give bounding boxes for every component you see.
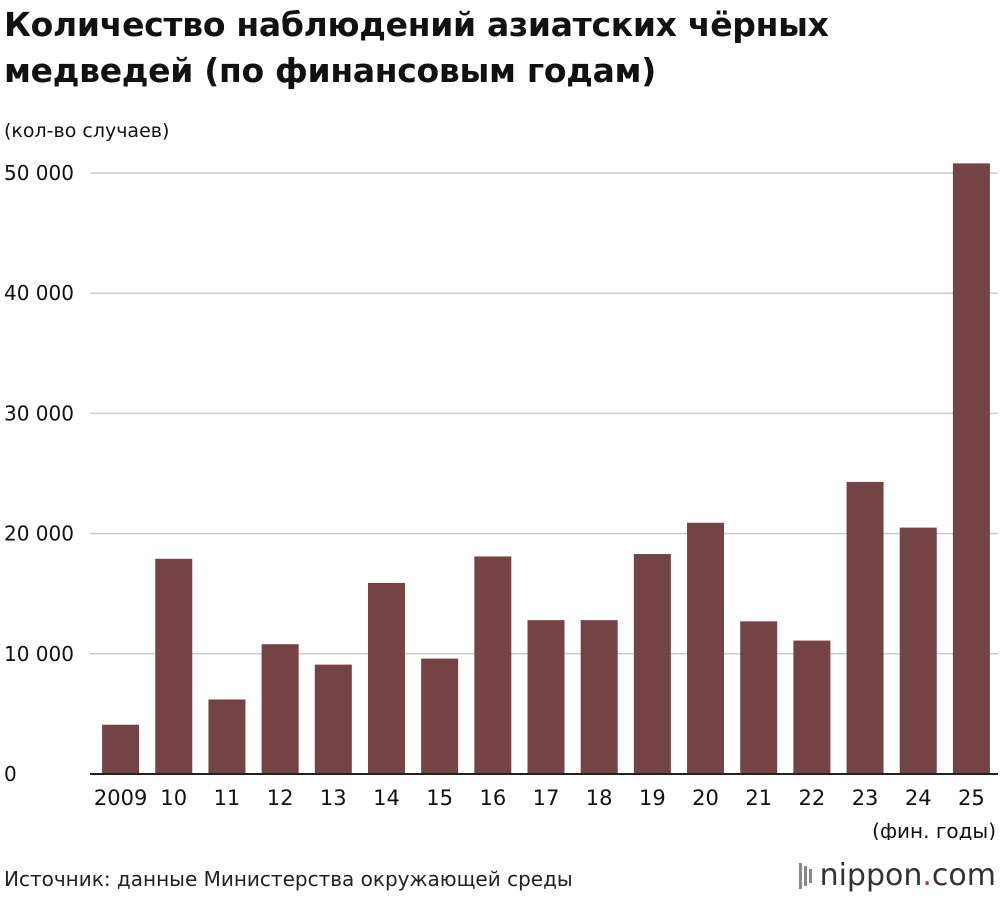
x-tick-label: 23 [852, 786, 879, 810]
y-tick-label: 20 000 [4, 522, 74, 546]
x-tick-label: 22 [799, 786, 826, 810]
bar-13 [314, 664, 352, 774]
logo-dot: . [922, 858, 932, 893]
bar-17 [527, 620, 565, 774]
chart-title: Количество наблюдений азиатских чёрных м… [4, 2, 984, 94]
bar-23 [846, 481, 884, 774]
y-tick-label: 40 000 [4, 281, 74, 305]
source-note: Источник: данные Министерства окружающей… [4, 867, 573, 891]
logo-name: nippon [819, 858, 923, 893]
bar-25 [952, 163, 990, 774]
x-tick-label: 15 [426, 786, 453, 810]
bar-24 [899, 527, 937, 774]
bar-chart: 0 10 000 20 000 30 000 40 000 50 000 2009 10 11… [4, 161, 998, 840]
x-tick-label: 2009 [94, 786, 147, 810]
bar-21 [740, 621, 778, 774]
chart-title-line-1: Количество наблюдений азиатских чёрных [4, 5, 829, 44]
bar-19 [633, 554, 671, 774]
x-tick-label: 25 [958, 786, 985, 810]
y-axis-units-label: (кол-во случаев) [4, 120, 170, 142]
x-tick-label: 16 [479, 786, 506, 810]
x-tick-label: 21 [745, 786, 772, 810]
x-tick-label: 11 [214, 786, 241, 810]
bar-14 [367, 582, 405, 774]
x-tick-label: 10 [160, 786, 187, 810]
x-tick-label: 18 [586, 786, 613, 810]
y-axis-ticks: 0 10 000 20 000 30 000 40 000 50 000 [4, 161, 74, 786]
bar-12 [261, 644, 299, 774]
y-tick-label: 0 [4, 762, 17, 786]
x-tick-label: 12 [267, 786, 294, 810]
x-tick-label: 20 [692, 786, 719, 810]
bar-11 [208, 699, 246, 774]
nippon-logo[interactable]: nippon. com [798, 858, 996, 893]
x-tick-label: 19 [639, 786, 666, 810]
x-tick-label: 14 [373, 786, 400, 810]
nippon-logo-icon [798, 862, 812, 889]
x-tick-label: 17 [533, 786, 560, 810]
bar-15 [421, 658, 459, 774]
bar-16 [474, 556, 512, 774]
bar-22 [793, 640, 831, 774]
bar-2009 [102, 724, 140, 774]
y-tick-label: 50 000 [4, 161, 74, 185]
y-tick-label: 30 000 [4, 401, 74, 425]
bar-18 [580, 620, 618, 774]
bar-20 [687, 522, 725, 774]
x-axis-title: (фин. годы) [872, 819, 996, 840]
logo-tld: com [931, 858, 996, 893]
chart-title-line-2: медведей (по финансовым годам) [4, 51, 656, 90]
y-tick-label: 10 000 [4, 642, 74, 666]
x-axis-ticks: 2009 10 11 12 13 14 15 16 17 18 19 20 21 22 23 24 25 [94, 786, 985, 810]
x-tick-label: 13 [320, 786, 347, 810]
x-tick-label: 24 [905, 786, 932, 810]
bars [102, 163, 990, 774]
bar-10 [155, 558, 193, 774]
